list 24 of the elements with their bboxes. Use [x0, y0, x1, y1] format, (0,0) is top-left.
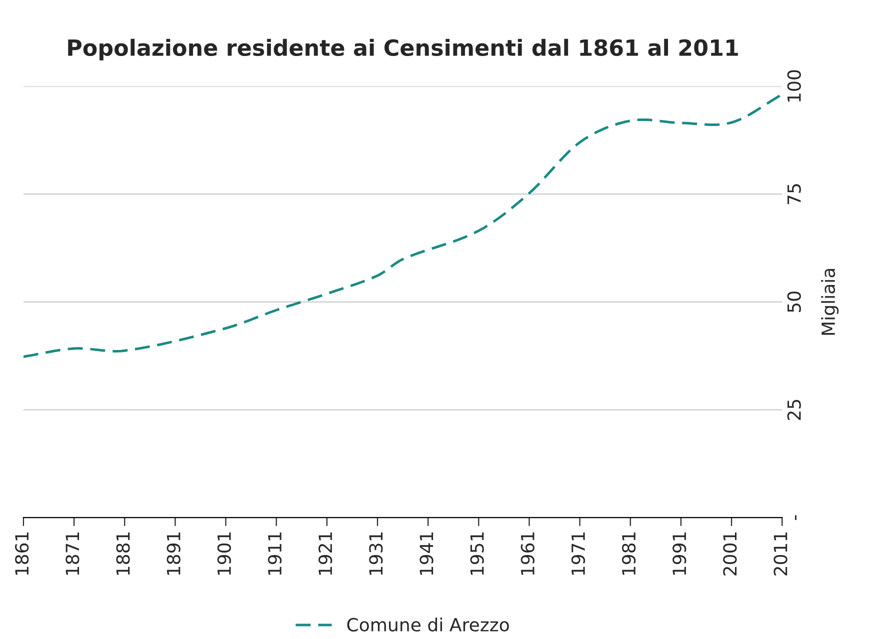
chart-title: Popolazione residente ai Censimenti dal 1861 al 2011 [68, 38, 738, 60]
x-tick-label: 1961 [520, 532, 534, 575]
y-tick-label: - [795, 515, 796, 520]
y-tick-label: 75 [788, 184, 801, 204]
x-tick-label: 1941 [420, 532, 434, 575]
x-tick-label: 1901 [217, 532, 232, 575]
x-tick-label: 1871 [66, 532, 80, 575]
y-tick-label: 100 [787, 70, 801, 102]
x-tick-label: 1861 [15, 532, 29, 575]
y-axis-title: Migliaia [821, 268, 839, 335]
x-tick-label: 1911 [268, 532, 282, 575]
x-tick-label: 2001 [723, 532, 737, 576]
x-tick-label: 1881 [116, 532, 130, 575]
y-tick-label: 50 [787, 292, 801, 312]
x-tick-label: 1981 [622, 532, 636, 575]
x-tick-label: 1931 [369, 532, 383, 575]
x-tick-label: 1891 [166, 532, 180, 575]
y-tick-label: 25 [787, 400, 801, 420]
x-tick-label: 1921 [318, 532, 332, 575]
legend-label: Comune di Arezzo [347, 618, 509, 632]
x-tick-label: 2011 [774, 532, 788, 576]
x-tick-label: 1971 [571, 532, 586, 575]
x-tick-label: 1951 [470, 532, 484, 575]
x-tick-label: 1991 [672, 532, 686, 575]
